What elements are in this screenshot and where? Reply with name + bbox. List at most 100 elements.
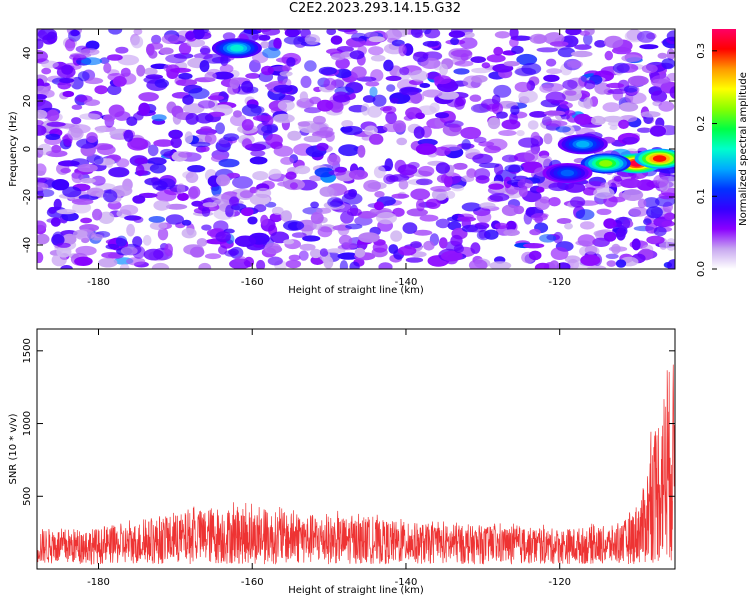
heatmap-cell [226, 172, 240, 179]
heatmap-cell [493, 46, 504, 56]
heatmap-cell [330, 35, 343, 45]
heatmap-cell [514, 81, 531, 93]
heatmap-cell [621, 54, 642, 63]
heatmap-cell [518, 186, 528, 198]
heatmap-cell [402, 222, 418, 234]
heatmap-cell [168, 129, 183, 139]
heatmap-cell [215, 231, 231, 243]
heatmap-cell [548, 182, 569, 192]
heatmap-cell [574, 113, 592, 125]
heatmap-cell [99, 57, 110, 64]
heatmap-cell [160, 148, 174, 157]
heatmap-cell [302, 235, 321, 242]
heatmap-cell [496, 111, 508, 119]
heatmap-cell [399, 86, 420, 96]
heatmap-cell [90, 234, 104, 241]
heatmap-cell [549, 260, 560, 269]
heatmap-cell [144, 177, 163, 186]
x-tick-label: -160 [241, 277, 264, 288]
heatmap-cell [294, 165, 311, 175]
heatmap-cell [399, 66, 410, 76]
heatmap-cell [415, 178, 433, 186]
heatmap-cell [354, 247, 366, 258]
heatmap-cell [93, 155, 104, 165]
heatmap-cell [596, 208, 612, 215]
heatmap-cell [378, 262, 393, 269]
heatmap-cell [232, 176, 253, 189]
heatmap-cell [200, 145, 210, 152]
heatmap-cell [335, 57, 350, 69]
heatmap-cell [483, 145, 501, 154]
heatmap-cell [323, 256, 334, 269]
heatmap-cell [267, 256, 283, 266]
heatmap-cell [250, 150, 266, 157]
heatmap-cell [289, 182, 298, 190]
heatmap-cell [478, 162, 500, 168]
heatmap-cell [218, 245, 228, 255]
heatmap-cell [309, 248, 322, 259]
heatmap-cell [326, 248, 346, 254]
heatmap-cell [637, 198, 647, 209]
heatmap-cell [564, 90, 577, 96]
y-tick-label: 20 [22, 95, 33, 108]
heatmap-cell [472, 153, 493, 164]
y-tick-label: 40 [22, 47, 33, 60]
heatmap-cell [463, 31, 475, 38]
heatmap-cell [304, 107, 322, 114]
heatmap-cell [247, 216, 258, 225]
colorbar-tick-label: 0.1 [696, 188, 707, 204]
heatmap-cell [549, 41, 569, 47]
heatmap-cell [412, 51, 429, 63]
heatmap-cell [68, 29, 81, 42]
heatmap-cell [50, 217, 61, 227]
heatmap-cell [555, 126, 571, 133]
heatmap-cell [273, 145, 294, 157]
heatmap-cell [283, 220, 305, 231]
heatmap-cell [643, 197, 660, 208]
y-tick-label: 0 [22, 146, 33, 152]
heatmap-cell [37, 29, 48, 42]
heatmap-cell [386, 84, 396, 92]
heatmap-cell [650, 90, 668, 103]
heatmap-cell [615, 259, 627, 268]
y-tick-label: 1500 [22, 338, 33, 363]
heatmap-cell [200, 45, 211, 56]
heatmap-cell [348, 189, 358, 197]
snr-series-line [37, 364, 675, 565]
heatmap-cell [138, 102, 151, 116]
heatmap-cell [348, 169, 368, 180]
heatmap-cell [504, 164, 524, 173]
heatmap-cell [98, 257, 118, 268]
heatmap-cell [273, 84, 293, 93]
heatmap-cell [653, 174, 669, 188]
heatmap-cell [258, 34, 271, 41]
heatmap-cell [398, 43, 407, 57]
heatmap-cell [62, 90, 75, 98]
heatmap-cell [120, 246, 138, 256]
heatmap-cell [71, 117, 82, 125]
heatmap-cell [331, 53, 346, 61]
heatmap-cell [288, 254, 301, 261]
heatmap-cell [429, 102, 440, 113]
heatmap-cell [369, 86, 378, 98]
heatmap-cell [649, 125, 667, 137]
heatmap-cell [108, 167, 130, 178]
heatmap-cell [299, 91, 309, 102]
heatmap-cell [503, 61, 520, 67]
heatmap-cell [327, 154, 341, 166]
x-tick-label: -180 [87, 577, 110, 588]
heatmap-cell [623, 85, 638, 93]
heatmap-cell [618, 119, 630, 129]
heatmap-cell [361, 103, 370, 116]
heatmap-cell [149, 221, 168, 231]
spectrogram-y-label: Frequency (Hz) [8, 111, 19, 187]
heatmap-cell [170, 67, 192, 73]
heatmap-cell [481, 62, 491, 69]
heatmap-cell [544, 110, 566, 116]
heatmap-cell [622, 189, 644, 201]
heatmap-cell [145, 74, 163, 80]
heatmap-cell [396, 137, 408, 146]
heatmap-cell [198, 262, 212, 269]
heatmap-cell [543, 74, 560, 83]
heatmap-cell [234, 256, 247, 263]
